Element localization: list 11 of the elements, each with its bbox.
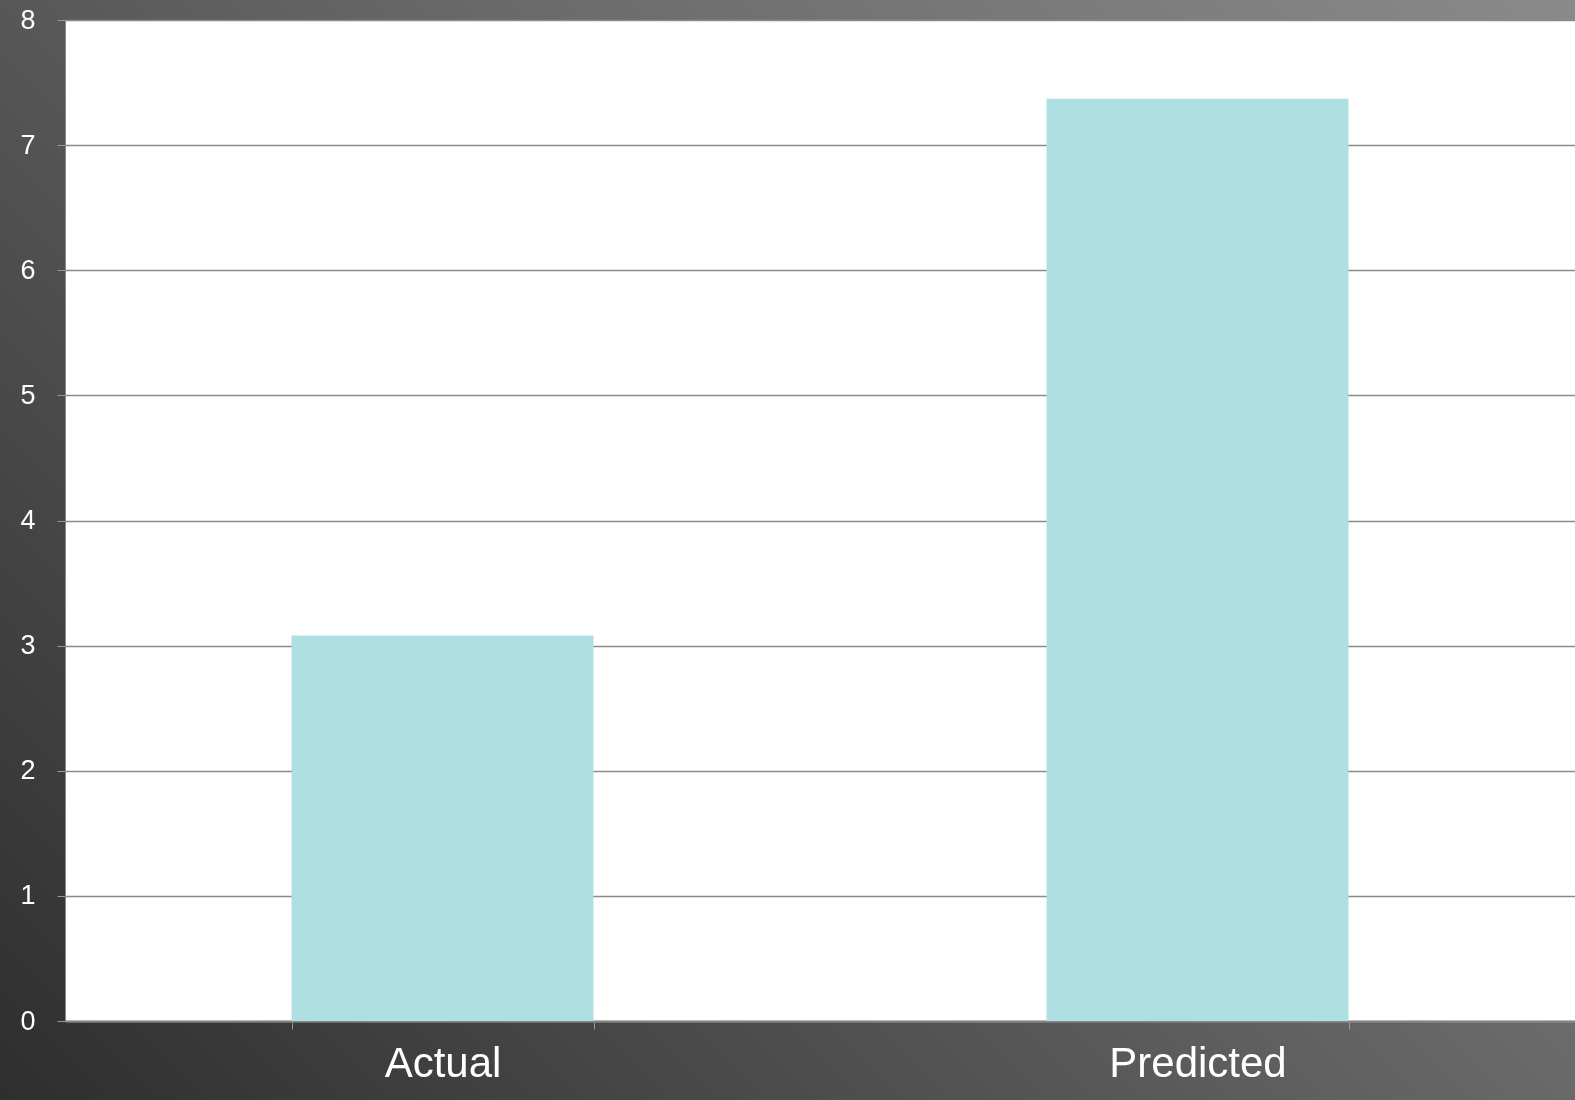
x-tick-label: Actual [384,1038,502,1086]
y-tick-label: 6 [20,254,36,285]
x-tick-label: Predicted [1109,1038,1287,1086]
y-tick-label: 0 [20,1005,36,1036]
y-tick-label: 2 [20,755,36,786]
y-tick-label: 8 [20,4,36,35]
y-tick-label: 4 [20,505,36,535]
y-tick-label: 5 [20,379,36,410]
y-tick-label: 3 [20,630,36,661]
y-tick-label: 1 [20,880,36,911]
y-tick-label: 7 [20,129,36,160]
